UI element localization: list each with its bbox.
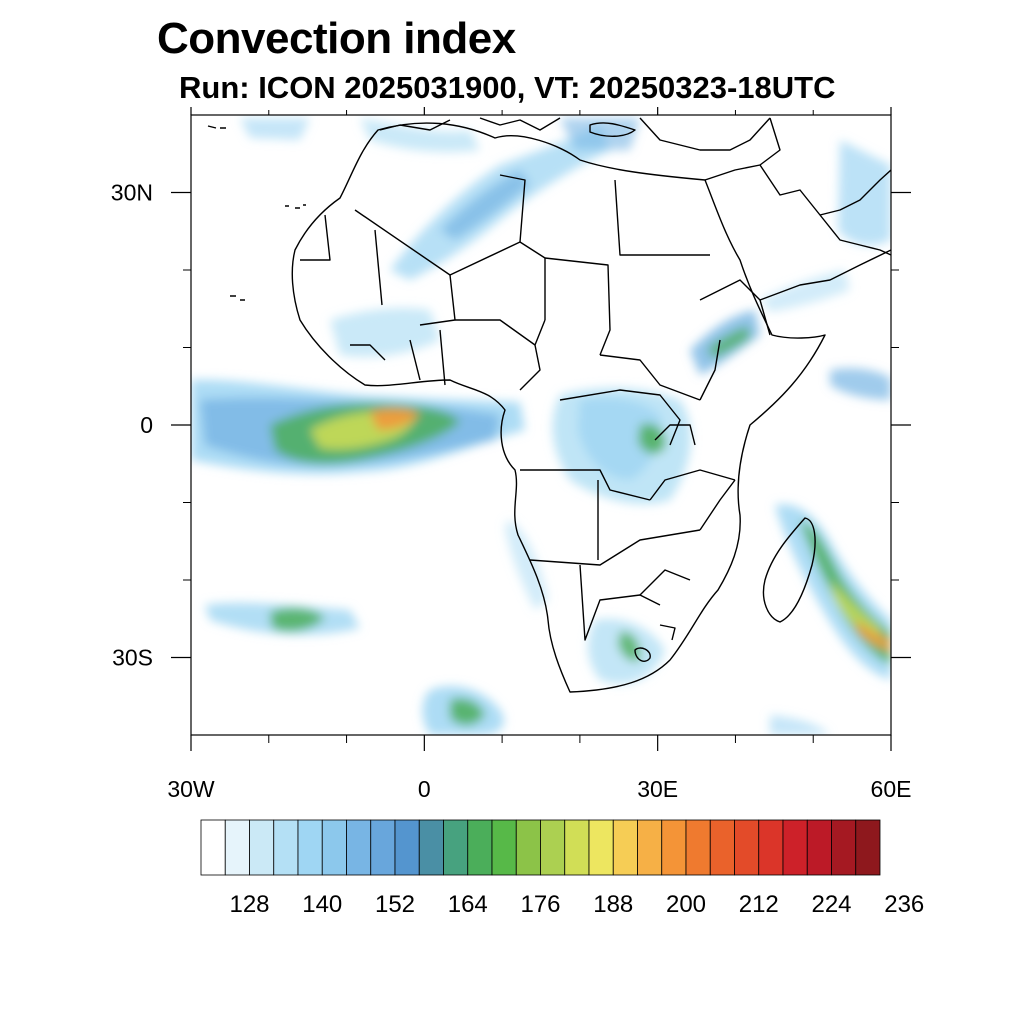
colorbar-swatch: [637, 819, 663, 876]
colorbar-swatch: [758, 819, 784, 876]
colorbar-swatch: [831, 819, 857, 876]
colorbar-swatch: [249, 819, 275, 876]
colorbar-swatch: [515, 819, 541, 876]
colorbar-swatch: [467, 819, 493, 876]
colorbar-swatch: [709, 819, 735, 876]
colorbar-swatch: [612, 819, 638, 876]
colorbar-swatch: [540, 819, 566, 876]
colorbar-label: 152: [375, 891, 415, 918]
colorbar-label: 128: [229, 891, 269, 918]
colorbar-label: 200: [666, 891, 706, 918]
lon-tick-label: 60E: [871, 776, 912, 802]
colorbar-swatch: [224, 819, 250, 876]
lat-tick-label: 30N: [111, 180, 153, 206]
chart-title: Convection index: [157, 14, 516, 63]
colorbar-label: 140: [302, 891, 342, 918]
colorbar-swatch: [394, 819, 420, 876]
colorbar-label: 224: [811, 891, 851, 918]
colorbar-swatch: [588, 819, 614, 876]
lat-tick-label: 0: [140, 412, 153, 438]
colorbar-swatch: [734, 819, 760, 876]
colorbar-swatch: [321, 819, 347, 876]
colorbar-swatch: [806, 819, 832, 876]
colorbar-swatch: [782, 819, 808, 876]
colorbar-swatch: [443, 819, 469, 876]
convection-field: [191, 118, 891, 735]
colorbar-swatch: [855, 819, 881, 876]
colorbar-swatch: [297, 819, 323, 876]
colorbar-swatch: [661, 819, 687, 876]
colorbar-swatch: [418, 819, 444, 876]
colorbar-swatch: [273, 819, 299, 876]
lon-tick-label: 30W: [167, 776, 215, 802]
country-borders: [207, 117, 891, 693]
colorbar-swatch: [200, 819, 226, 876]
colorbar-swatch: [370, 819, 396, 876]
chart-subtitle: Run: ICON 2025031900, VT: 20250323-18UTC: [179, 70, 836, 105]
lon-tick-label: 30E: [637, 776, 678, 802]
colorbar-label: 236: [884, 891, 924, 918]
colorbar-swatch: [491, 819, 517, 876]
colorbar-label: 212: [739, 891, 779, 918]
colorbar-swatch: [564, 819, 590, 876]
colorbar: 128 140 152 164 176 188 200 212 224 236: [200, 819, 924, 918]
lon-tick-label: 0: [418, 776, 431, 802]
colorbar-swatch: [346, 819, 372, 876]
axis-ticks: 30W 0 30E 60E 30N 0 30S: [111, 107, 912, 802]
colorbar-label: 176: [520, 891, 560, 918]
colorbar-label: 188: [593, 891, 633, 918]
lat-tick-label: 30S: [112, 645, 153, 671]
colorbar-swatch: [685, 819, 711, 876]
colorbar-label: 164: [448, 891, 488, 918]
